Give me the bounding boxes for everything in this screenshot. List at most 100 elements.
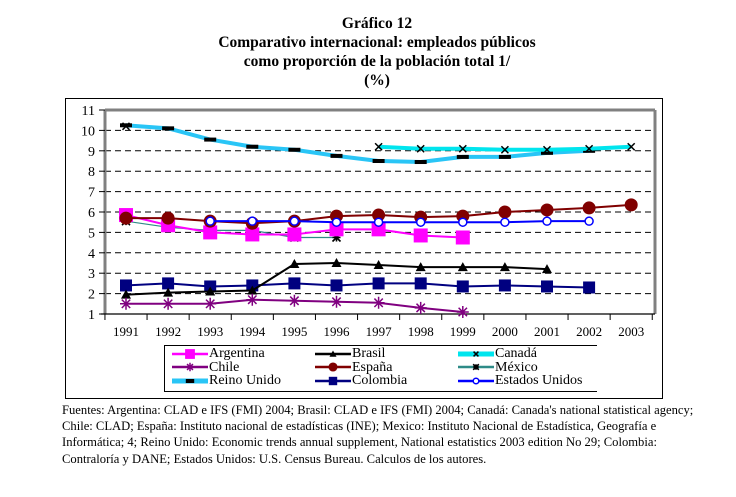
chart-unit: (%) xyxy=(364,72,390,89)
marker-square xyxy=(204,280,217,293)
marker-asterisk xyxy=(204,297,217,310)
marker-triangle xyxy=(499,262,510,272)
marker-x xyxy=(585,144,594,153)
x-tick-label: 1992 xyxy=(155,324,181,339)
legend-swatch-icon xyxy=(458,363,494,371)
marker-asterisk xyxy=(372,296,385,309)
legend-label: Reino Unido xyxy=(209,373,281,389)
figure-number: Gráfico 12 xyxy=(341,15,413,32)
marker-dash xyxy=(583,148,596,153)
marker-triangle xyxy=(121,289,131,299)
marker-open-circle xyxy=(331,217,342,227)
marker-square xyxy=(413,228,428,243)
marker-square xyxy=(371,222,386,237)
legend-item: México xyxy=(457,360,603,374)
legend-item: Argentina xyxy=(171,347,314,361)
series-brasil xyxy=(121,258,552,299)
marker-dash xyxy=(185,378,195,383)
marker-x xyxy=(473,350,479,357)
legend-swatch-icon xyxy=(458,377,494,385)
series-chile xyxy=(120,293,469,318)
marker-square xyxy=(120,279,132,292)
marker-square xyxy=(498,279,511,292)
legend-item: Brasil xyxy=(314,347,457,361)
marker-square xyxy=(455,230,470,245)
legend-item: Estados Unidos xyxy=(457,374,603,388)
y-tick-label: 2 xyxy=(88,288,95,303)
marker-circle xyxy=(119,211,133,225)
marker-square xyxy=(185,348,195,359)
marker-open-circle xyxy=(373,217,384,227)
marker-star xyxy=(472,363,480,371)
marker-x xyxy=(121,122,131,131)
x-tick-label: 2003 xyxy=(618,324,644,339)
marker-dash xyxy=(246,144,259,149)
series-layer xyxy=(119,122,638,318)
chart-title-line2: como proporción de la población total 1/ xyxy=(243,53,511,70)
marker-x xyxy=(416,144,425,153)
series-estados-unidos xyxy=(205,216,594,227)
legend-item: Reino Unido xyxy=(171,374,314,388)
marker-square xyxy=(541,280,553,293)
marker-square xyxy=(245,227,260,242)
series-line xyxy=(125,282,590,289)
marker-open-circle xyxy=(584,216,594,226)
marker-asterisk xyxy=(288,294,301,307)
legend-label: Brasil xyxy=(352,346,386,362)
marker-asterisk xyxy=(162,297,175,310)
y-tick-label: 8 xyxy=(88,165,95,180)
x-tick-label: 1993 xyxy=(197,324,223,339)
legend-label: España xyxy=(352,359,393,375)
marker-triangle xyxy=(163,287,174,297)
marker-triangle xyxy=(331,258,342,267)
x-tick-label: 1995 xyxy=(281,324,307,339)
marker-triangle xyxy=(205,286,216,296)
legend-item: Colombia xyxy=(314,374,457,388)
marker-triangle xyxy=(542,264,552,274)
marker-x xyxy=(500,145,509,154)
marker-triangle xyxy=(373,260,384,270)
x-tick-label: 1991 xyxy=(113,324,139,339)
marker-square xyxy=(328,376,338,385)
y-axis-ticks: 1 2 3 4 5 6 7 8 9 10 11 xyxy=(81,104,105,323)
marker-triangle xyxy=(329,350,337,357)
marker-dash xyxy=(456,154,469,159)
legend-swatch-icon xyxy=(172,348,208,359)
marker-circle xyxy=(540,203,554,217)
marker-circle xyxy=(328,362,338,372)
legend-label: Colombia xyxy=(352,373,408,389)
marker-square xyxy=(287,227,302,242)
marker-square xyxy=(288,277,301,290)
legend-label: Argentina xyxy=(209,346,265,362)
marker-triangle xyxy=(415,262,426,272)
legend-swatch-icon xyxy=(315,362,351,372)
marker-square xyxy=(456,280,469,293)
marker-x xyxy=(627,142,636,151)
y-tick-label: 11 xyxy=(82,104,95,119)
series-reino-unido xyxy=(120,123,596,165)
y-tick-label: 7 xyxy=(88,186,95,201)
marker-asterisk xyxy=(414,301,427,314)
series-line xyxy=(210,220,590,224)
marker-square xyxy=(246,279,259,292)
series-line xyxy=(125,220,337,239)
x-axis-ticks: 1991 1992 1993 1994 1995 1996 1997 1998 1999 2000… xyxy=(104,314,653,339)
legend-swatch-icon xyxy=(458,350,494,357)
y-tick-label: 9 xyxy=(88,145,95,160)
x-tick-label: 1998 xyxy=(408,324,434,339)
y-tick-label: 10 xyxy=(81,124,95,139)
legend-label: Chile xyxy=(209,359,240,375)
legend-swatch-icon xyxy=(315,350,351,357)
marker-open-circle xyxy=(205,216,215,226)
series-line xyxy=(125,123,590,165)
marker-dash xyxy=(372,159,385,163)
marker-circle xyxy=(161,211,175,225)
marker-circle xyxy=(582,201,596,215)
marker-square xyxy=(329,222,344,237)
marker-square xyxy=(372,277,385,290)
marker-square xyxy=(414,277,427,290)
y-tick-label: 5 xyxy=(88,226,95,241)
marker-asterisk xyxy=(330,295,343,308)
legend-swatch-icon xyxy=(315,376,351,385)
